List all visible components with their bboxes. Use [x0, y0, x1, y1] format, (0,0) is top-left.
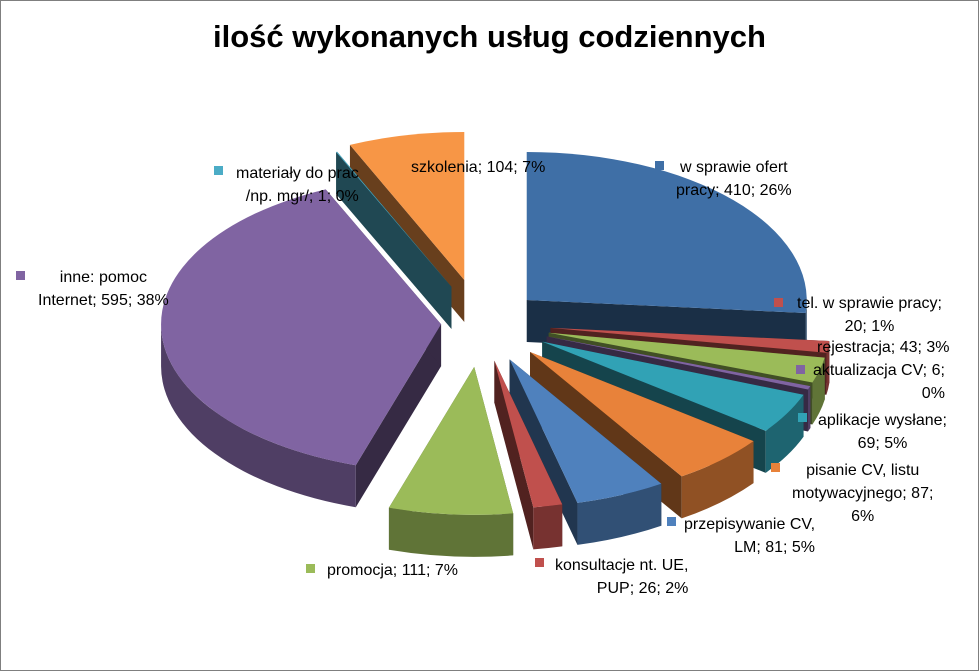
slice-0-top: [526, 151, 807, 313]
swatch-aktualizacja: [796, 365, 805, 374]
slice-label-konsultacje: konsultacje nt. UE, PUP; 26; 2%: [555, 557, 689, 597]
slice-4-top: [542, 341, 804, 431]
slice-6-outer-0: [577, 483, 662, 545]
slice-2-top: [548, 332, 825, 383]
slice-8-outer-0: [388, 507, 514, 557]
slice-label-tel: tel. w sprawie pracy; 20; 1%: [797, 295, 942, 335]
slice-6-top: [509, 359, 662, 503]
slice-label-przepisywanie: przepisywanie CV, LM; 81; 5%: [684, 516, 816, 556]
swatch-inne: [16, 271, 25, 280]
pie-slice-promocja: [388, 366, 514, 557]
slice-5-outer-0: [681, 441, 754, 519]
slice-3-top: [546, 336, 811, 390]
slice-2-outer-0: [812, 357, 825, 425]
slice-4-outer-0: [765, 394, 804, 473]
slice-10-wall-1: [337, 151, 452, 329]
pie-slice-przepisywanie-cv-lm: [509, 359, 662, 545]
slice-11-top: [349, 131, 465, 280]
swatch-aplikacje: [798, 413, 807, 422]
slice-label-inne: inne: pomoc Internet; 595; 38%: [38, 269, 169, 309]
slice-label-oferty: w sprawie ofert pracy; 410; 26%: [676, 159, 792, 199]
slice-7-top: [494, 360, 563, 508]
slice-5-top: [529, 352, 754, 477]
slice-6-wall-1: [509, 359, 578, 545]
swatch-pisanie: [771, 463, 780, 472]
slice-label-rejestracja: rejestracja; 43; 3%: [817, 339, 950, 356]
slice-10-top: [336, 151, 452, 287]
swatch-materialy: [214, 166, 223, 175]
swatch-szkolenia: [391, 161, 400, 170]
slice-label-aplikacje: aplikacje wysłane; 69; 5%: [818, 412, 947, 452]
slice-label-aktualizacja: aktualizacja CV; 6; 0%: [813, 362, 945, 402]
swatch-tel: [774, 298, 783, 307]
slice-label-pisanie: pisanie CV, listu motywacyjnego; 87; 6%: [792, 462, 934, 525]
pie-slice-inne-pomoc-internet: [161, 189, 442, 508]
slice-8-top: [388, 366, 514, 515]
swatch-przepisywanie: [667, 517, 676, 526]
pie-slice-materia-y-do-prac-np-mgr-: [336, 151, 452, 329]
slice-label-szkolenia: szkolenia; 104; 7%: [411, 159, 546, 176]
swatch-promocja: [306, 564, 315, 573]
chart-title: ilość wykonanych usług codziennych: [213, 19, 766, 54]
swatch-oferty: [655, 161, 664, 170]
slice-1-top: [550, 327, 830, 353]
slice-7-wall-1: [494, 360, 534, 550]
swatch-konsultacje: [535, 558, 544, 567]
slice-label-promocja: promocja; 111; 7%: [327, 562, 459, 579]
slice-9-wall-0: [355, 324, 442, 508]
slice-9-top: [161, 189, 442, 466]
slice-3-outer-0: [807, 386, 811, 432]
slice-7-outer-0: [533, 504, 563, 550]
pie-sides: [161, 131, 830, 557]
pie-slice-konsultacje-nt-ue-pup: [494, 360, 563, 550]
slice-label-materialy: materiały do prac /np. mgr/; 1; 0%: [236, 165, 359, 205]
slice-1-outer-0: [826, 340, 830, 395]
slice-9-outer-0: [161, 324, 356, 508]
